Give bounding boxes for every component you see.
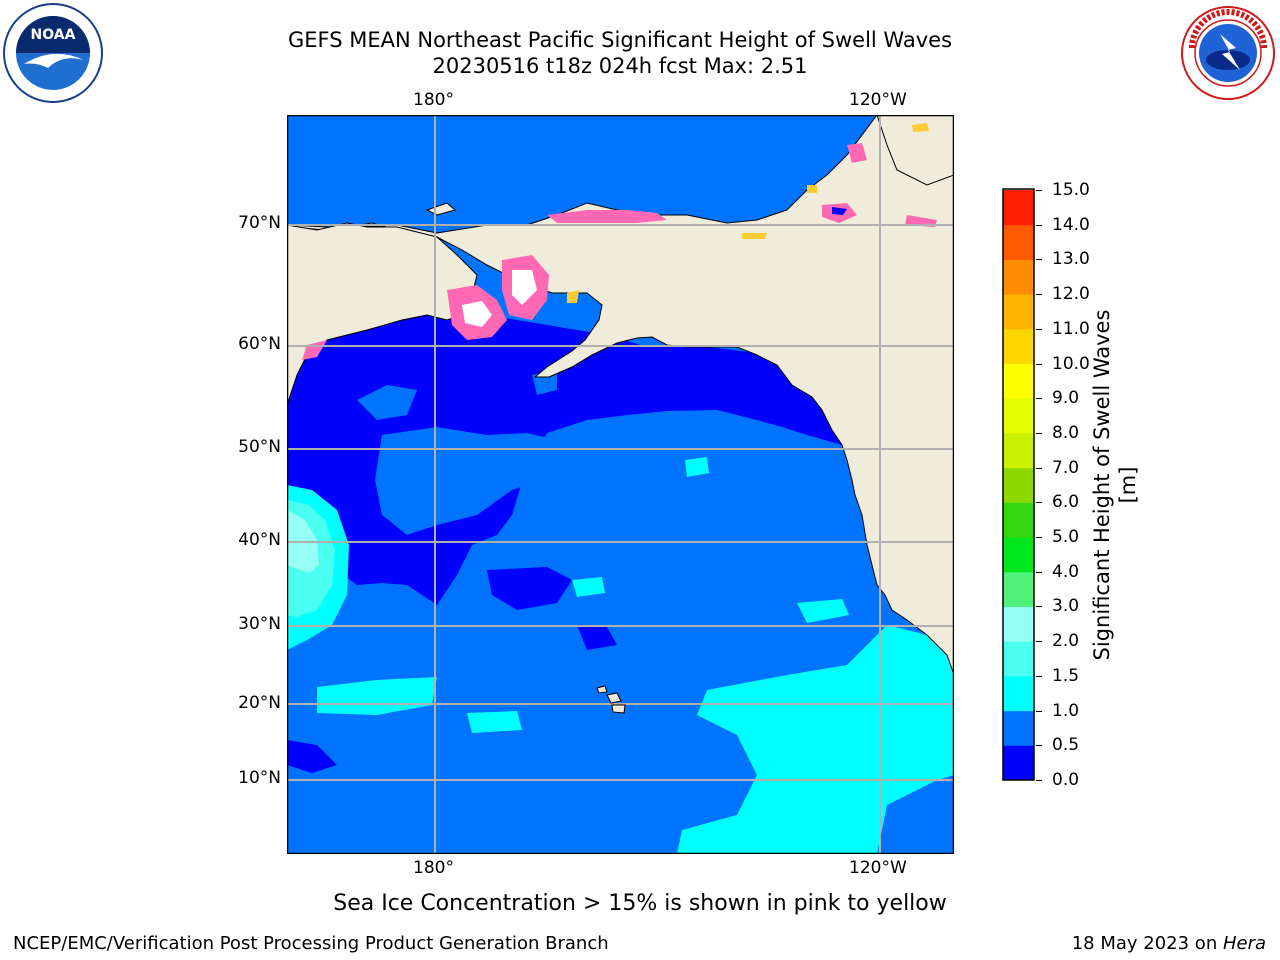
- colorbar-segment: [1003, 363, 1034, 399]
- colorbar-tick-label: 10.0: [1052, 353, 1090, 374]
- colorbar-tick-label: 8.0: [1052, 422, 1080, 443]
- colorbar-tick-label: 4.0: [1052, 561, 1080, 582]
- lon-label-top-120w: 120°W: [849, 90, 907, 110]
- footer-date: 18 May 2023 on Hera: [1072, 933, 1266, 954]
- colorbar-tick-mark: [1036, 467, 1042, 469]
- colorbar-tick-label: 6.0: [1052, 492, 1080, 513]
- footer-date-text: 18 May 2023 on: [1071, 933, 1223, 954]
- graticule: [287, 115, 954, 854]
- colorbar-segment: [1003, 571, 1034, 607]
- colorbar-tick-label: 14.0: [1052, 214, 1090, 235]
- colorbar-segment: [1003, 537, 1034, 573]
- colorbar-tick-mark: [1036, 328, 1042, 330]
- land-hawaii: [596, 685, 626, 714]
- colorbar-tick-label: 9.0: [1052, 388, 1080, 409]
- colorbar-tick-label: 7.0: [1052, 457, 1080, 478]
- colorbar-tick-mark: [1036, 675, 1042, 677]
- colorbar-tick-label: 15.0: [1052, 180, 1090, 200]
- colorbar-tick-label: 11.0: [1052, 318, 1090, 339]
- ocean-dark-patch-3: [287, 740, 337, 773]
- nws-logo: [1176, 4, 1280, 102]
- ocean-dark-patch-1: [487, 567, 572, 610]
- colorbar-tick-mark: [1036, 745, 1042, 747]
- sea-ice-overlay: [302, 123, 937, 360]
- colorbar-segment: [1003, 675, 1034, 712]
- colorbar-tick-label: 1.5: [1052, 665, 1080, 686]
- colorbar-segment: [1003, 641, 1034, 677]
- lat-label-20n: 20°N: [238, 693, 281, 713]
- colorbar-tick-mark: [1036, 363, 1042, 365]
- colorbar-tick-mark: [1036, 537, 1042, 539]
- ocean-cyan-patch-35n: [572, 577, 605, 597]
- lat-label-40n: 40°N: [238, 530, 281, 550]
- colorbar-tick-label: 2.0: [1052, 631, 1080, 652]
- colorbar-segments: [1003, 190, 1034, 781]
- lat-label-30n: 30°N: [238, 614, 281, 634]
- colorbar-title: Significant Height of Swell Waves [m]: [1090, 309, 1140, 661]
- colorbar: [1002, 188, 1035, 781]
- colorbar-tick-mark: [1036, 710, 1042, 712]
- lat-label-60n: 60°N: [238, 334, 281, 354]
- colorbar-tick-mark: [1036, 641, 1042, 643]
- sea-ice-caption: Sea Ice Concentration > 15% is shown in …: [333, 891, 947, 916]
- noaa-logo: NOAA: [2, 2, 104, 104]
- lon-label-bottom-180: 180°: [413, 858, 454, 878]
- ocean-patch-2: [357, 385, 417, 420]
- ocean-cyan-patch-hawaii-west: [317, 677, 437, 715]
- colorbar-tick-label: 13.0: [1052, 249, 1090, 270]
- map-panel: [287, 115, 954, 854]
- colorbar-segment: [1003, 224, 1034, 260]
- chart-title-line2: 20230516 t18z 024h fcst Max: 2.51: [432, 54, 808, 78]
- colorbar-tick-mark: [1036, 502, 1042, 504]
- lon-label-top-180: 180°: [413, 90, 454, 110]
- colorbar-segment: [1003, 398, 1034, 434]
- colorbar-tick-mark: [1036, 606, 1042, 608]
- colorbar-tick-label: 12.0: [1052, 284, 1090, 305]
- colorbar-tick-mark: [1036, 432, 1042, 434]
- colorbar-tick-mark: [1036, 224, 1042, 226]
- colorbar-tick-mark: [1036, 398, 1042, 400]
- colorbar-tick-label: 3.0: [1052, 596, 1080, 617]
- colorbar-tick-mark: [1036, 294, 1042, 296]
- colorbar-tick-label: 0.0: [1052, 770, 1080, 790]
- colorbar-tick-mark: [1036, 190, 1042, 191]
- land-arctic-islands: [876, 115, 954, 186]
- colorbar-tick-label: 5.0: [1052, 527, 1080, 548]
- lat-label-50n: 50°N: [238, 437, 281, 457]
- colorbar-tick-mark: [1036, 780, 1042, 781]
- lat-label-10n: 10°N: [238, 768, 281, 788]
- ocean-patch-1: [375, 427, 577, 535]
- colorbar-segment: [1003, 606, 1034, 642]
- ocean-cyan-patch-hawaii-south: [467, 711, 522, 733]
- ocean-blue-patch-southeast: [877, 775, 954, 854]
- colorbar-segment: [1003, 432, 1034, 469]
- ocean-dark-patch-2: [577, 625, 617, 650]
- colorbar-tick-label: 0.5: [1052, 735, 1080, 756]
- colorbar-tick-mark: [1036, 571, 1042, 573]
- footer-host: Hera: [1222, 933, 1266, 954]
- colorbar-segment: [1003, 190, 1034, 226]
- colorbar-segment: [1003, 328, 1034, 365]
- chart-title-line1: GEFS MEAN Northeast Pacific Significant …: [287, 28, 953, 52]
- colorbar-tick-label: 1.0: [1052, 700, 1080, 721]
- colorbar-segment: [1003, 710, 1034, 746]
- colorbar-segment: [1003, 467, 1034, 503]
- colorbar-segment: [1003, 745, 1034, 781]
- ocean-dark-blue-region: [287, 315, 852, 605]
- colorbar-segment: [1003, 259, 1034, 295]
- footer-branch: NCEP/EMC/Verification Post Processing Pr…: [13, 933, 609, 954]
- noaa-logo-text: NOAA: [31, 27, 76, 43]
- ocean-cyan-patch-30n: [797, 599, 849, 623]
- colorbar-segment: [1003, 502, 1034, 538]
- lat-label-70n: 70°N: [238, 213, 281, 233]
- colorbar-ticks: 0.0 0.5 1.0 1.5 2.0 3.0 4.0 5.0 6.0 7.0 8.0 9.0 10.0…: [1036, 180, 1116, 800]
- colorbar-tick-mark: [1036, 259, 1042, 261]
- lon-label-bottom-120w: 120°W: [849, 858, 907, 878]
- ocean-cyan-southeast: [677, 625, 954, 854]
- colorbar-segment: [1003, 294, 1034, 330]
- ocean-cyan-patch-48n: [685, 457, 709, 477]
